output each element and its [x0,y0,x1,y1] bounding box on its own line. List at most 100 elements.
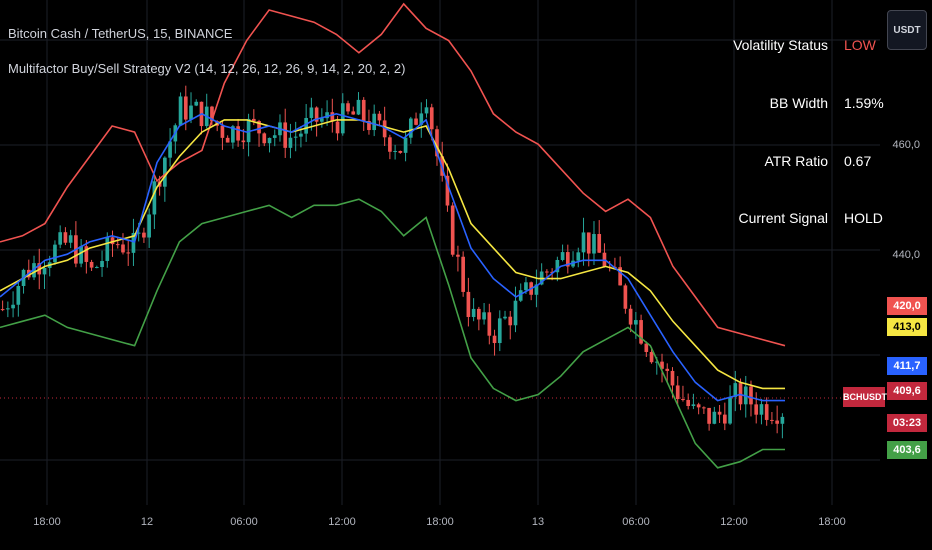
candle-130 [681,385,685,402]
candle-45 [236,118,240,147]
candle-80 [419,102,424,138]
symbol-title[interactable]: Bitcoin Cash / TetherUS, 15, BINANCE [8,26,233,41]
candle-1 [6,301,10,318]
candle-129 [675,376,680,406]
price-label: 420,0 [887,297,927,315]
candle-126 [660,353,664,383]
candle-112 [586,232,591,267]
x-tick-label: 18:00 [33,516,61,528]
stats-label: ATR Ratio [764,153,828,169]
stats-value: LOW [844,37,876,53]
candle-102 [534,269,539,308]
currency-button[interactable]: USDT [887,10,927,50]
price-label: 409,6 [887,382,927,400]
candle-72 [377,111,382,126]
x-tick-label: 12:00 [720,516,748,528]
y-tick-label: 460,0 [892,139,920,151]
price-label: 413,0 [887,318,927,336]
candle-43 [225,135,230,143]
candle-19 [100,250,104,277]
candle-29 [152,177,157,230]
candle-55 [288,123,293,159]
stats-label: BB Width [769,95,828,111]
candle-38 [199,101,204,135]
candle-110 [576,247,581,268]
candle-87 [456,245,460,272]
candle-132 [691,393,696,410]
candle-108 [565,244,570,274]
stats-value: HOLD [844,210,883,226]
candle-13 [68,229,73,249]
candle-144 [754,392,759,424]
candle-10 [53,240,57,265]
stats-label: Current Signal [738,210,829,226]
candle-79 [414,112,418,126]
candle-59 [309,97,314,131]
candle-99 [518,283,523,303]
candle-115 [602,243,607,268]
series-line-basis [0,119,785,390]
candle-74 [388,134,392,160]
x-tick-label: 18:00 [426,516,454,528]
candle-133 [696,402,701,415]
candle-95 [497,310,502,352]
candle-98 [513,286,518,333]
candle-23 [121,233,125,255]
price-label: 403,6 [887,441,927,459]
candle-107 [560,244,565,262]
candle-62 [325,100,329,126]
candle-88 [461,251,465,297]
candle-65 [340,93,345,136]
candle-21 [110,230,115,257]
candle-42 [220,121,225,150]
candle-52 [272,129,277,147]
candle-111 [581,217,586,266]
candle-68 [356,92,361,116]
x-tick-label: 06:00 [622,516,650,528]
candle-145 [759,398,764,425]
candle-137 [717,405,722,424]
candle-54 [283,108,288,158]
stats-value: 1.59% [844,95,884,111]
candle-139 [728,385,732,425]
symbol-price-tag: BCHUSDT [843,387,887,407]
candle-16 [84,240,89,274]
candle-120 [628,304,633,333]
candle-56 [293,121,298,152]
x-tick-label: 12:00 [328,516,356,528]
price-label: 411,7 [887,357,927,375]
candle-28 [147,208,151,248]
candle-69 [361,97,366,131]
candle-123 [644,341,649,358]
candle-60 [314,106,319,137]
candle-93 [487,303,492,345]
candle-27 [142,227,146,243]
candle-147 [770,412,774,425]
candle-94 [492,329,497,356]
candle-50 [262,132,267,147]
x-tick-label: 13 [531,516,545,528]
candle-31 [163,156,167,202]
candle-39 [204,93,209,129]
candle-101 [529,281,534,301]
candle-96 [503,310,507,320]
candle-90 [471,298,476,322]
candle-33 [173,123,178,154]
candle-146 [764,397,769,426]
candle-22 [115,237,120,249]
candle-51 [267,137,272,153]
candle-131 [686,393,691,410]
y-tick-label: 440,0 [892,249,920,261]
candle-143 [749,380,753,417]
candle-4 [21,268,26,294]
candle-34 [178,92,183,126]
candle-5 [26,259,31,280]
candle-97 [508,310,513,340]
indicator-title[interactable]: Multifactor Buy/Sell Strategy V2 (14, 12… [8,61,406,76]
candle-75 [393,144,397,160]
candle-14 [74,221,78,268]
candle-32 [168,128,172,167]
price-label: 03:23 [887,414,927,432]
candle-17 [89,259,94,272]
